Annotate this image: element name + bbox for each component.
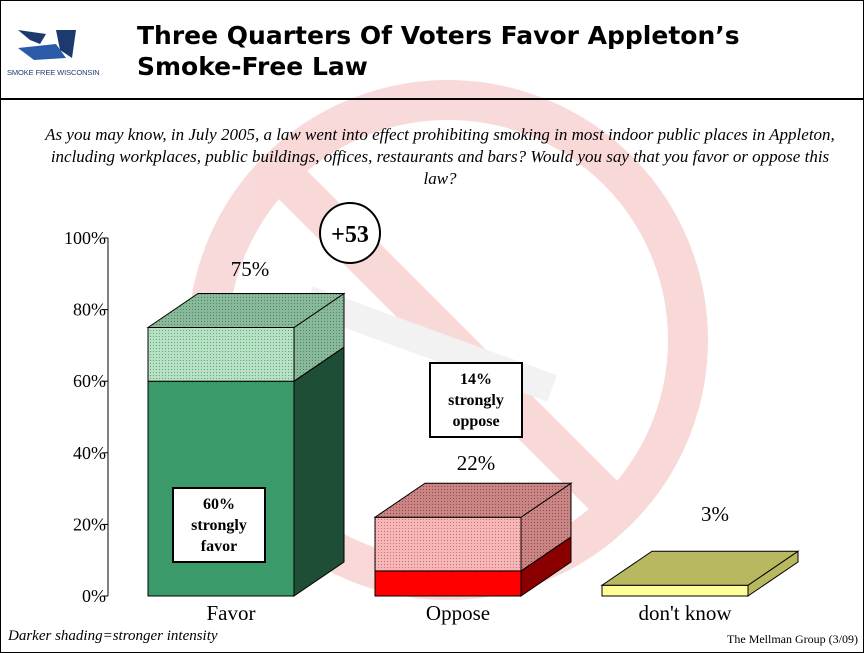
category-label: don't know (638, 601, 732, 625)
page-title: Three Quarters Of Voters Favor Appleton’… (137, 20, 837, 82)
total-label: 75% (231, 257, 270, 281)
smoke-free-wisconsin-logo (18, 30, 76, 60)
category-label: Oppose (426, 601, 490, 625)
bar-top (600, 550, 800, 586)
annotation-text: strongly (191, 517, 247, 534)
annotation-text: 14% (460, 371, 492, 388)
y-tick-label: 40% (73, 443, 106, 463)
survey-question: As you may know, in July 2005, a law wen… (45, 125, 835, 188)
bar-front-segment (147, 327, 295, 382)
annotation-text: 60% (203, 496, 235, 513)
net-difference-label: +53 (331, 222, 369, 248)
bar-top (373, 482, 573, 518)
bar-front-segment (374, 570, 522, 597)
total-label: 22% (457, 451, 496, 475)
title-divider (0, 98, 864, 100)
y-axis: 0% 20% 40% 60% 80% 100% (64, 228, 109, 606)
title-line-1: Three Quarters Of Voters Favor Appleton’… (137, 21, 740, 50)
bar-top (146, 293, 346, 328)
source-credit: The Mellman Group (3/09) (727, 632, 858, 646)
bar-side-segment (293, 346, 345, 597)
title-line-2: Smoke-Free Law (137, 52, 368, 81)
annotations: 60% strongly favor 14% strongly oppose +53 (172, 202, 523, 563)
category-label: Favor (207, 601, 256, 625)
y-tick-label: 100% (64, 228, 106, 248)
y-tick-label: 0% (82, 586, 106, 606)
annotation-box (429, 362, 523, 438)
net-circle (319, 202, 381, 264)
y-tick-label: 20% (73, 514, 106, 534)
bar-front-segment (374, 516, 522, 572)
y-tick-label: 80% (73, 300, 106, 320)
annotation-text: strongly (448, 392, 504, 409)
shading-footnote: Darker shading=stronger intensity (8, 628, 218, 644)
annotation-text: favor (201, 538, 237, 555)
y-tick-label: 60% (73, 371, 106, 391)
total-label: 3% (701, 502, 729, 526)
annotation-box (172, 487, 266, 563)
logo-text: SMOKE FREE WISCONSIN (7, 68, 100, 77)
annotation-text: oppose (452, 413, 499, 430)
chart-labels: Favor Oppose don't know 75% 22% 3% (207, 257, 733, 625)
bar-front-segment (601, 584, 749, 597)
